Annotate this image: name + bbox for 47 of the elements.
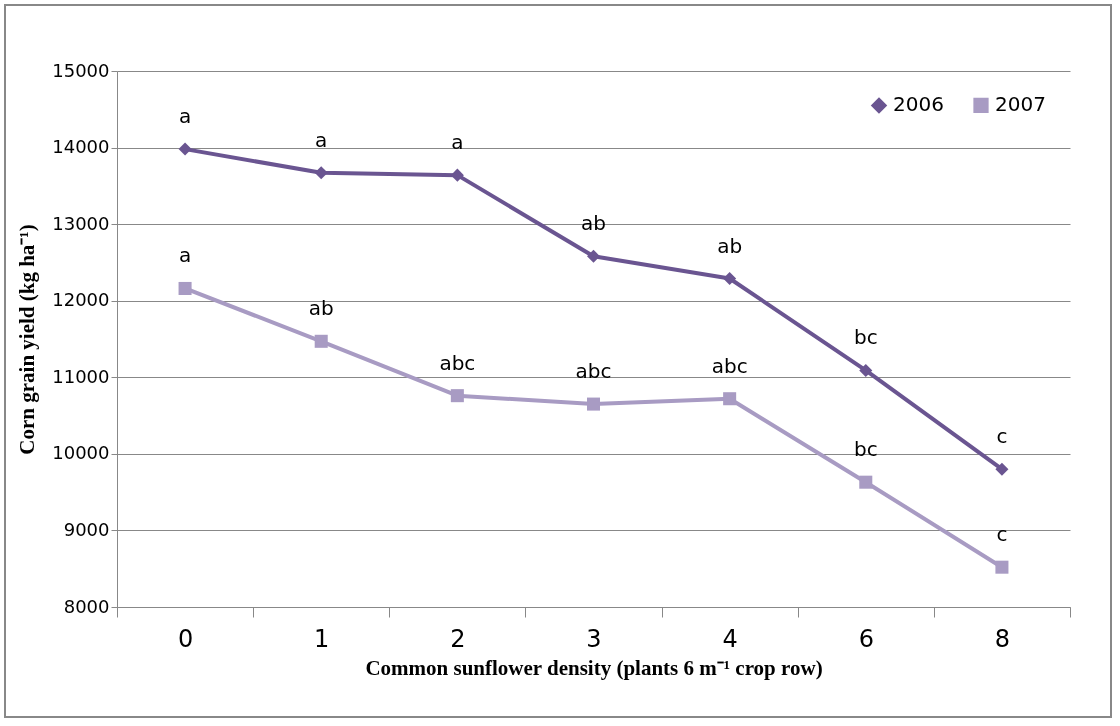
point (178, 281, 192, 295)
y-tick-label: 15000 (52, 59, 110, 81)
point (995, 560, 1009, 574)
y-tick-label: 14000 (52, 136, 110, 158)
point (178, 142, 192, 156)
annotation: ab (581, 211, 606, 236)
y-tick-label: 13000 (52, 212, 110, 234)
y-axis-title: Corn grain yield (kg ha⁻¹) (15, 224, 40, 455)
y-tick-label: 10000 (52, 442, 110, 464)
x-tick-label: 2 (450, 624, 466, 653)
annotation: abc (575, 359, 612, 384)
annotation: bc (853, 325, 878, 350)
point (723, 392, 737, 406)
annotation: a (178, 243, 192, 268)
annotation: c (996, 522, 1008, 547)
point (859, 363, 873, 377)
x-axis-title: Common sunflower density (plants 6 m⁻¹ crop row) (365, 655, 823, 680)
annotation: ab (308, 296, 334, 321)
x-tick-label: 8 (994, 624, 1011, 653)
y-tick-label: 12000 (52, 289, 110, 311)
x-tick-label: 6 (858, 624, 874, 653)
x-tick-label: 3 (586, 624, 602, 653)
annotation: ab (717, 233, 743, 258)
annotation: c (996, 424, 1008, 449)
point (859, 475, 873, 489)
x-tick-label: 4 (722, 624, 738, 653)
x-tick-label: 0 (177, 624, 194, 653)
annotation: a (178, 104, 192, 129)
point (450, 168, 464, 182)
annotation: abc (439, 350, 476, 375)
point (995, 462, 1009, 476)
legend-label: 2007 (995, 92, 1046, 117)
legend-label: 2006 (893, 92, 944, 117)
y-tick-label: 11000 (52, 365, 110, 387)
y-tick-label: 9000 (63, 518, 110, 540)
y-tick-label: 8000 (63, 595, 110, 617)
point (314, 334, 328, 348)
point (586, 397, 601, 411)
annotation: a (451, 130, 464, 155)
x-tick-label: 1 (314, 624, 330, 653)
annotation: abc (711, 353, 748, 378)
annotation: a (315, 127, 328, 152)
point (450, 389, 464, 403)
point (586, 249, 601, 263)
point (723, 271, 737, 286)
annotation: bc (853, 437, 878, 462)
point (314, 166, 328, 180)
